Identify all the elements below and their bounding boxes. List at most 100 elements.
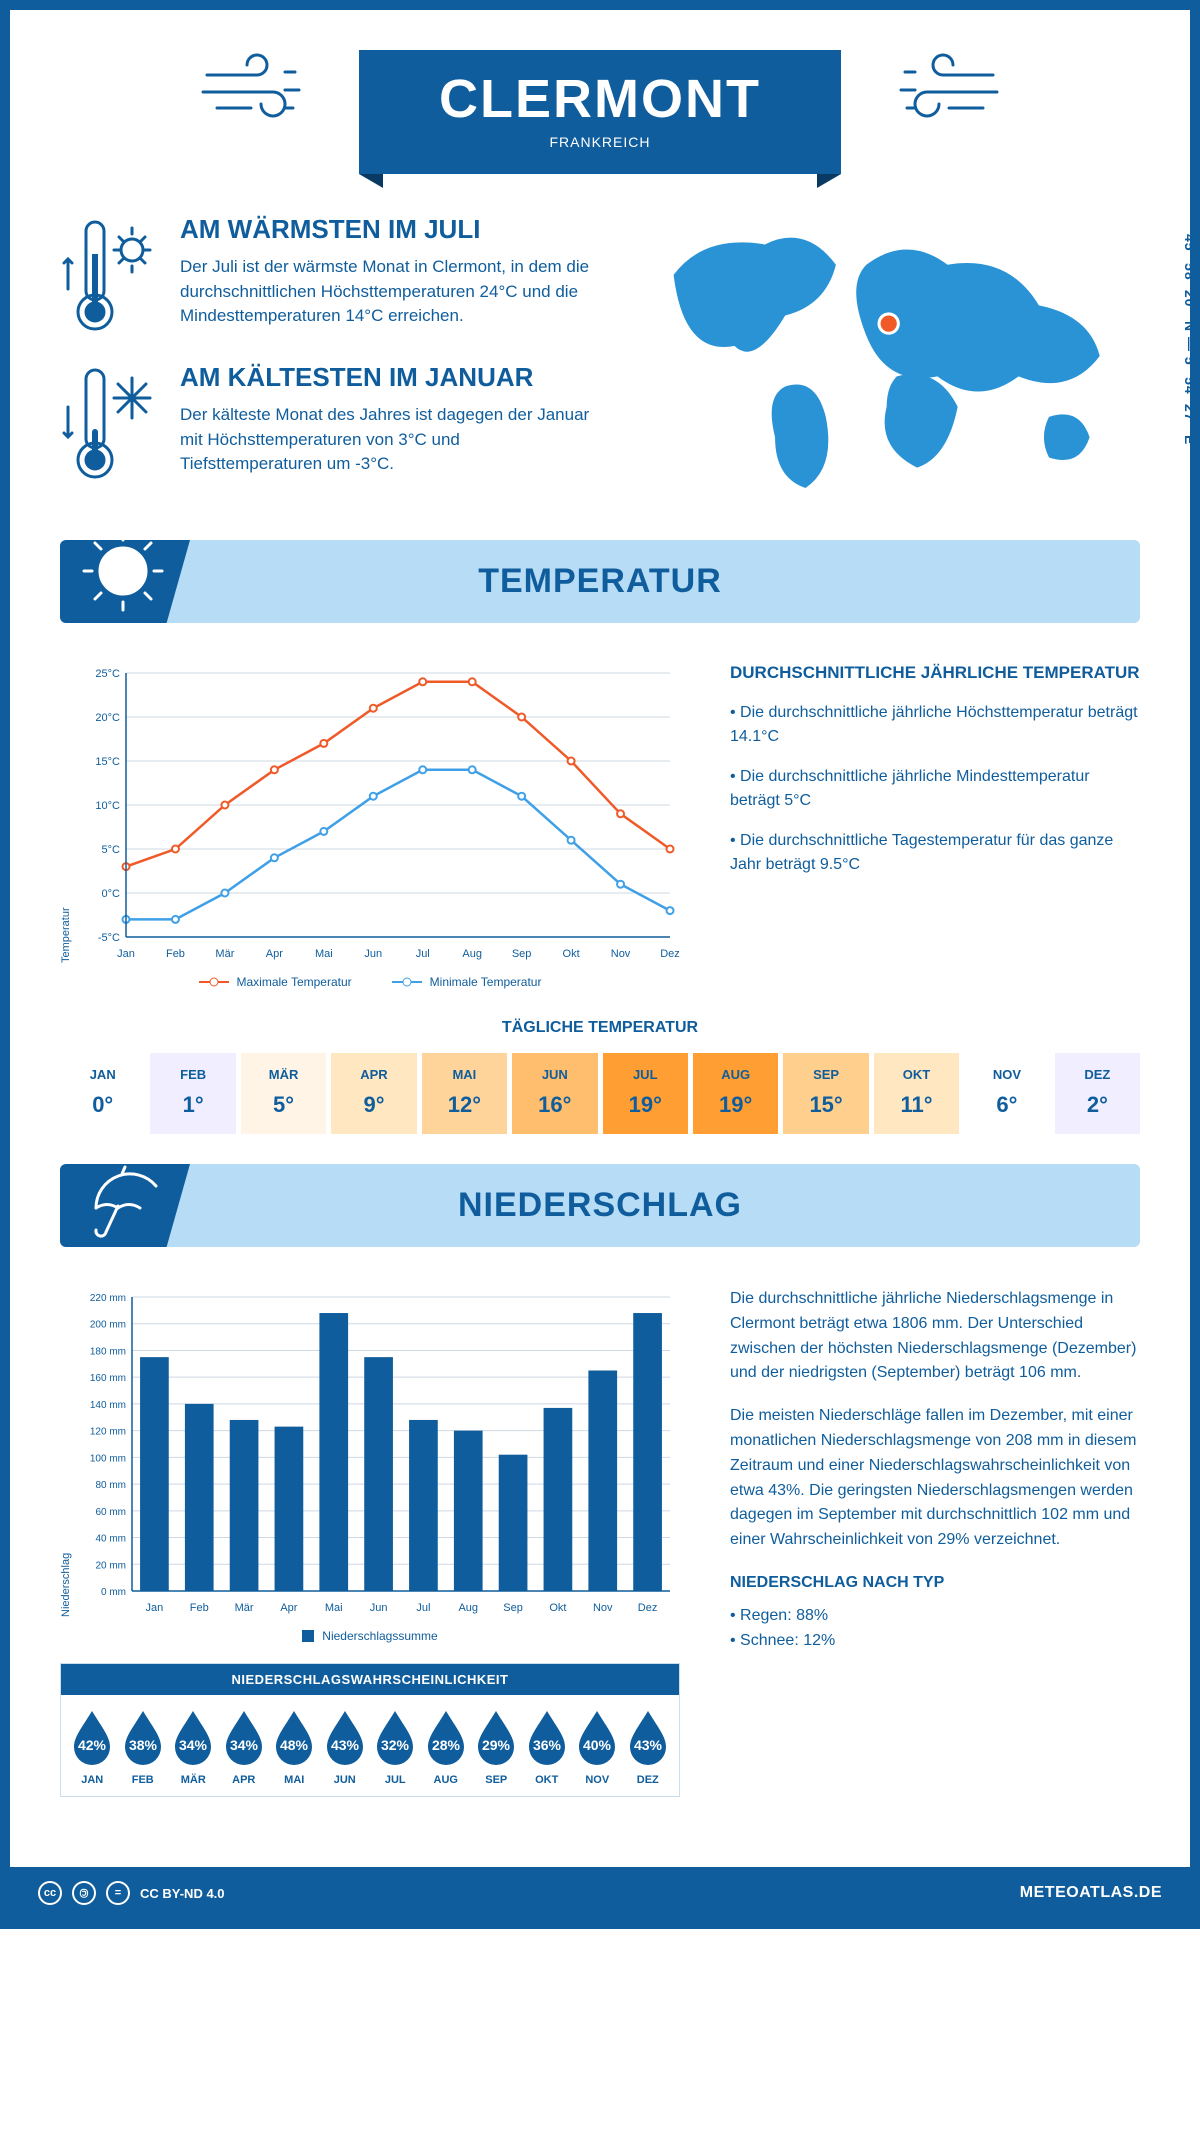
daily-box: APR9°: [331, 1053, 416, 1134]
fact-coldest: AM KÄLTESTEN IM JANUAR Der kälteste Mona…: [60, 362, 593, 482]
daily-box: JUL19°: [603, 1053, 688, 1134]
svg-text:-5°C: -5°C: [98, 932, 120, 944]
precip-drop: 28%AUG: [421, 1707, 472, 1786]
svg-text:28%: 28%: [432, 1737, 461, 1753]
svg-text:40%: 40%: [583, 1737, 612, 1753]
daily-box: SEP15°: [783, 1053, 868, 1134]
precip-drop: 40%NOV: [572, 1707, 623, 1786]
precip-drop: 32%JUL: [370, 1707, 421, 1786]
svg-text:Jul: Jul: [416, 1602, 430, 1614]
svg-text:Sep: Sep: [512, 948, 532, 960]
daily-box: NOV6°: [964, 1053, 1049, 1134]
daily-box: FEB1°: [150, 1053, 235, 1134]
svg-text:43%: 43%: [634, 1737, 663, 1753]
cold-text: Der kälteste Monat des Jahres ist dagege…: [180, 403, 593, 477]
svg-text:34%: 34%: [179, 1737, 208, 1753]
umbrella-icon: [78, 1150, 168, 1240]
precip-drop: 29%SEP: [471, 1707, 522, 1786]
precip-drop: 34%APR: [219, 1707, 270, 1786]
license: cc 🄯 = CC BY-ND 4.0: [38, 1881, 225, 1905]
svg-text:Jun: Jun: [370, 1602, 388, 1614]
nd-icon: =: [106, 1881, 130, 1905]
daily-box: OKT11°: [874, 1053, 959, 1134]
daily-box: AUG19°: [693, 1053, 778, 1134]
temperature-chart: -5°C0°C5°C10°C15°C20°C25°CJanFebMärAprMa…: [80, 663, 680, 963]
svg-text:180 mm: 180 mm: [90, 1346, 126, 1357]
legend-max: Maximale Temperatur: [237, 975, 352, 989]
svg-text:Dez: Dez: [660, 948, 680, 960]
svg-text:34%: 34%: [230, 1737, 259, 1753]
svg-text:Mai: Mai: [315, 948, 333, 960]
daily-box: DEZ2°: [1055, 1053, 1140, 1134]
svg-text:Apr: Apr: [280, 1602, 297, 1614]
thermometer-hot-icon: [60, 214, 160, 334]
by-icon: 🄯: [72, 1881, 96, 1905]
precip-snow: • Schnee: 12%: [730, 1629, 1140, 1654]
precip-drop: 34%MÄR: [168, 1707, 219, 1786]
svg-text:20 mm: 20 mm: [95, 1560, 126, 1571]
daily-temp-boxes: JAN0°FEB1°MÄR5°APR9°MAI12°JUN16°JUL19°AU…: [60, 1053, 1140, 1134]
legend-min: Minimale Temperatur: [430, 975, 542, 989]
svg-text:140 mm: 140 mm: [90, 1400, 126, 1411]
precip-drop: 48%MAI: [269, 1707, 320, 1786]
svg-text:Mär: Mär: [235, 1602, 254, 1614]
svg-text:220 mm: 220 mm: [90, 1293, 126, 1304]
precipitation-chart: 0 mm20 mm40 mm60 mm80 mm100 mm120 mm140 …: [80, 1287, 680, 1617]
svg-text:Jan: Jan: [146, 1602, 164, 1614]
precip-drop: 36%OKT: [522, 1707, 573, 1786]
svg-text:25°C: 25°C: [95, 668, 120, 680]
site-name: METEOATLAS.DE: [1020, 1884, 1162, 1902]
wind-icon-left: [199, 50, 319, 130]
precip-p1: Die durchschnittliche jährliche Niedersc…: [730, 1287, 1140, 1386]
svg-text:Jun: Jun: [364, 948, 382, 960]
svg-text:Mai: Mai: [325, 1602, 343, 1614]
svg-text:Nov: Nov: [593, 1602, 613, 1614]
svg-text:100 mm: 100 mm: [90, 1453, 126, 1464]
precip-legend: Niederschlagssumme: [60, 1629, 680, 1643]
cold-title: AM KÄLTESTEN IM JANUAR: [180, 362, 593, 393]
title-ribbon: CLERMONT FRANKREICH: [359, 50, 841, 174]
country-name: FRANKREICH: [439, 134, 761, 150]
svg-text:0°C: 0°C: [102, 888, 121, 900]
header: CLERMONT FRANKREICH: [60, 50, 1140, 174]
fact-warmest: AM WÄRMSTEN IM JULI Der Juli ist der wär…: [60, 214, 593, 334]
drops-title: NIEDERSCHLAGSWAHRSCHEINLICHKEIT: [61, 1664, 679, 1695]
license-text: CC BY-ND 4.0: [140, 1886, 225, 1901]
svg-text:Feb: Feb: [190, 1602, 209, 1614]
sun-icon: [78, 526, 168, 616]
svg-text:Apr: Apr: [266, 948, 283, 960]
precip-drop: 38%FEB: [118, 1707, 169, 1786]
svg-text:Aug: Aug: [458, 1602, 478, 1614]
wind-icon-right: [881, 50, 1001, 130]
svg-text:5°C: 5°C: [102, 844, 121, 856]
svg-text:Okt: Okt: [563, 948, 580, 960]
svg-text:80 mm: 80 mm: [95, 1480, 126, 1491]
footer: cc 🄯 = CC BY-ND 4.0 METEOATLAS.DE: [10, 1867, 1190, 1919]
precip-ylabel: Niederschlag: [60, 1287, 72, 1617]
svg-text:Nov: Nov: [611, 948, 631, 960]
temp-ylabel: Temperatur: [60, 663, 72, 963]
svg-text:48%: 48%: [280, 1737, 309, 1753]
svg-text:Sep: Sep: [503, 1602, 523, 1614]
precip-drop: 42%JAN: [67, 1707, 118, 1786]
city-name: CLERMONT: [439, 68, 761, 130]
precip-drop: 43%JUN: [320, 1707, 371, 1786]
daily-box: MAI12°: [422, 1053, 507, 1134]
svg-text:0 mm: 0 mm: [101, 1587, 126, 1598]
svg-text:Jan: Jan: [117, 948, 135, 960]
section-niederschlag: NIEDERSCHLAG: [60, 1164, 1140, 1247]
svg-text:Jul: Jul: [416, 948, 430, 960]
temp-legend: Maximale Temperatur Minimale Temperatur: [60, 975, 680, 989]
precip-subtitle: NIEDERSCHLAG NACH TYP: [730, 1571, 1140, 1596]
section-title-precip: NIEDERSCHLAG: [60, 1186, 1140, 1225]
precip-legend-label: Niederschlagssumme: [322, 1629, 437, 1643]
section-temperatur: TEMPERATUR: [60, 540, 1140, 623]
svg-text:40 mm: 40 mm: [95, 1534, 126, 1545]
svg-text:Okt: Okt: [549, 1602, 566, 1614]
precip-p2: Die meisten Niederschläge fallen im Deze…: [730, 1404, 1140, 1553]
cc-icon: cc: [38, 1881, 62, 1905]
svg-text:200 mm: 200 mm: [90, 1320, 126, 1331]
svg-text:38%: 38%: [129, 1737, 158, 1753]
svg-text:10°C: 10°C: [95, 800, 120, 812]
svg-text:60 mm: 60 mm: [95, 1507, 126, 1518]
